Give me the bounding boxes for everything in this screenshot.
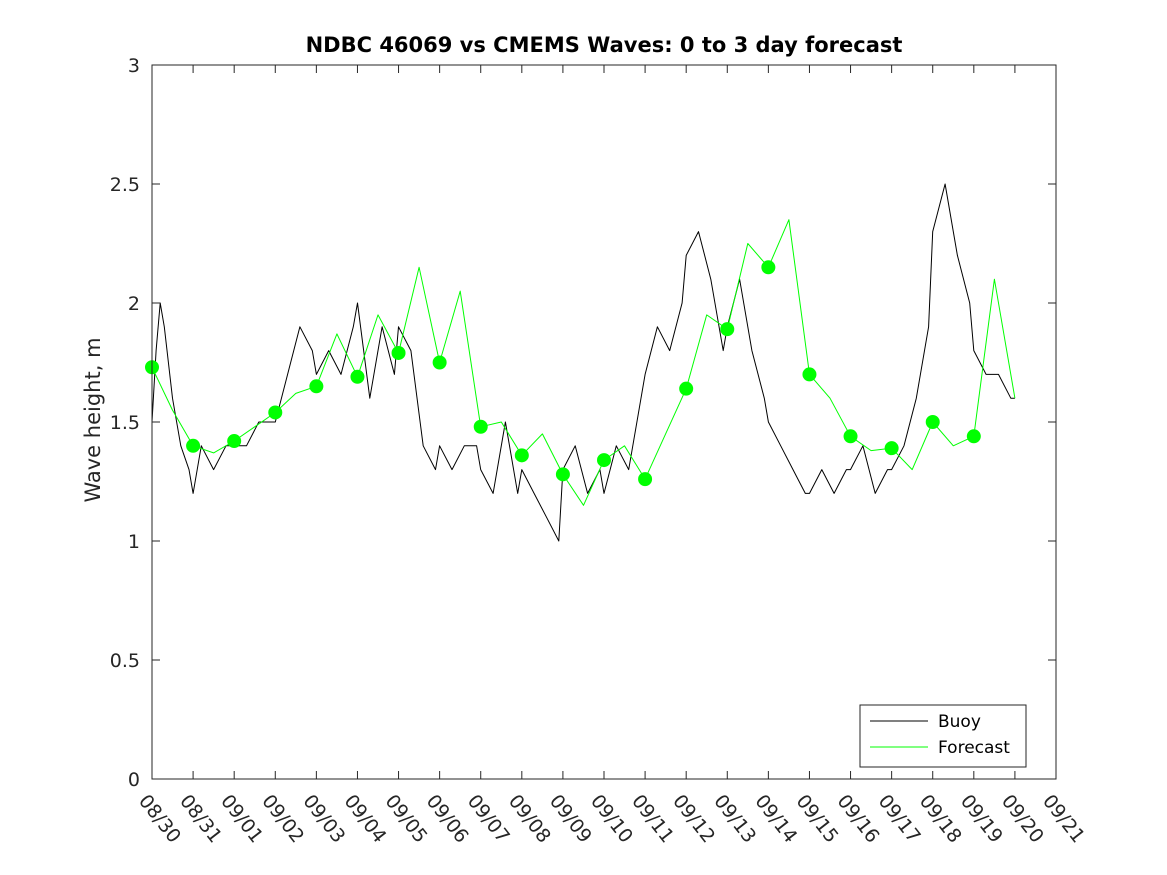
forecast-marker — [268, 405, 283, 420]
plot-background — [152, 65, 1056, 779]
forecast-marker — [309, 379, 324, 394]
series-line-forecast — [151, 219, 1016, 506]
y-tick-label: 0 — [128, 769, 140, 791]
forecast-marker — [638, 472, 653, 487]
forecast-marker — [761, 260, 776, 275]
chart-title: NDBC 46069 vs CMEMS Waves: 0 to 3 day fo… — [306, 33, 903, 57]
plot-area — [145, 64, 1057, 780]
forecast-marker — [514, 448, 529, 463]
y-tick-label: 0.5 — [110, 650, 140, 672]
legend-buoy-label: Buoy — [938, 712, 981, 732]
series-line-buoy — [151, 183, 1015, 542]
forecast-marker — [432, 355, 447, 370]
forecast-marker — [884, 441, 899, 456]
y-tick-label: 1 — [128, 531, 140, 553]
forecast-marker — [473, 419, 488, 434]
y-tick-label: 1.5 — [110, 412, 140, 434]
forecast-marker — [802, 367, 817, 382]
forecast-marker — [925, 415, 940, 429]
forecast-marker — [555, 467, 570, 482]
forecast-marker — [597, 453, 611, 468]
y-axis-label: Wave height, m — [81, 337, 105, 502]
y-tick-label: 2 — [128, 293, 140, 315]
forecast-marker — [391, 345, 406, 360]
forecast-marker — [186, 438, 201, 453]
legend-forecast-label: Forecast — [938, 738, 1010, 758]
forecast-marker — [227, 434, 242, 449]
legend-box — [859, 704, 1027, 768]
forecast-marker — [679, 381, 694, 396]
forecast-marker — [966, 429, 981, 444]
y-axis: 0 0.5 1 1.5 2 2.5 3 — [110, 55, 1056, 791]
y-tick-label: 3 — [128, 55, 140, 77]
forecast-marker — [350, 369, 365, 384]
forecast-marker — [843, 429, 858, 444]
legend: Buoy Forecast — [859, 704, 1027, 768]
forecast-marker — [720, 322, 735, 337]
y-tick-label: 2.5 — [110, 174, 140, 196]
